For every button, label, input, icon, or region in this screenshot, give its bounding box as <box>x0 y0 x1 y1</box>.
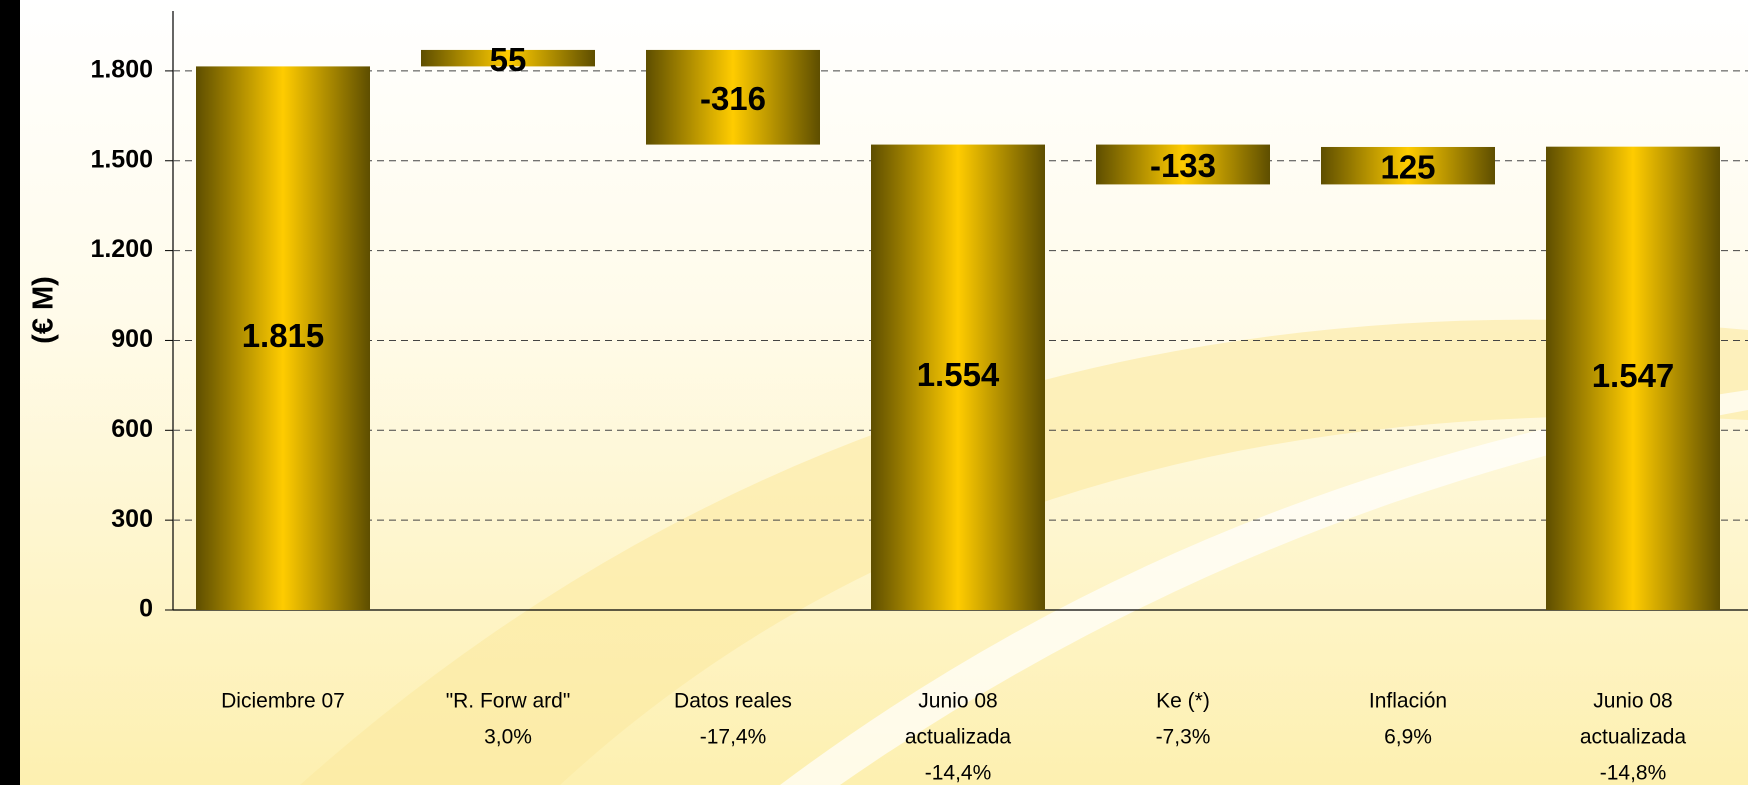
y-tick-label: 1.200 <box>90 235 153 263</box>
bar <box>421 49 595 67</box>
bar <box>1546 146 1720 610</box>
value-label: 1.554 <box>917 356 1000 393</box>
x-tick-label: Junio 08 <box>1593 690 1672 713</box>
y-tick-label: 1.800 <box>90 56 153 84</box>
x-tick-label: -17,4% <box>700 726 767 749</box>
x-tick-label: -14,8% <box>1600 762 1667 785</box>
value-label: 55 <box>490 41 527 78</box>
x-tick-label: -14,4% <box>925 762 992 785</box>
y-tick-label: 1.500 <box>90 145 153 173</box>
bar <box>871 144 1045 610</box>
y-tick-label: 900 <box>111 325 153 353</box>
x-tick-label: "R. Forw ard" <box>446 690 571 713</box>
left-strip <box>0 0 20 785</box>
decor-arc <box>300 319 1748 785</box>
y-tick-label: 600 <box>111 415 153 443</box>
bar <box>1096 144 1270 185</box>
x-tick-label: Ke (*) <box>1156 690 1210 713</box>
x-tick-label: 3,0% <box>484 726 532 749</box>
y-axis-label: (€ M) <box>28 276 60 344</box>
value-label: -316 <box>700 80 766 117</box>
y-tick-label: 0 <box>139 595 153 623</box>
x-tick-label: actualizada <box>905 726 1012 749</box>
bar <box>646 49 820 145</box>
x-tick-label: Inflación <box>1369 690 1447 713</box>
x-tick-label: 6,9% <box>1384 726 1432 749</box>
x-tick-label: Diciembre 07 <box>221 690 345 713</box>
bar <box>1321 146 1495 185</box>
x-tick-label: Datos reales <box>674 690 792 713</box>
x-tick-label: actualizada <box>1580 726 1687 749</box>
value-label: 125 <box>1380 148 1435 185</box>
y-tick-label: 300 <box>111 505 153 533</box>
bar <box>196 66 370 611</box>
x-tick-label: -7,3% <box>1156 726 1211 749</box>
value-label: 1.815 <box>242 317 325 354</box>
value-label: -133 <box>1150 147 1216 184</box>
x-tick-label: Junio 08 <box>918 690 997 713</box>
value-label: 1.547 <box>1592 357 1675 394</box>
